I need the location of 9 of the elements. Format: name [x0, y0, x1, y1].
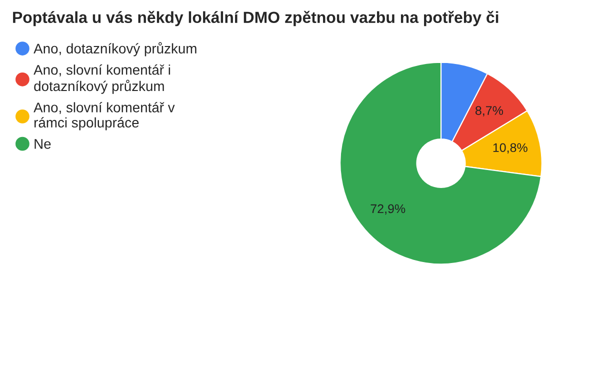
legend-label: Ne [34, 139, 51, 149]
data-label: 10,8% [493, 143, 528, 154]
donut-slice [340, 62, 542, 265]
legend-label: Ano, dotazníkový průzkum [34, 42, 196, 56]
legend-label: Ano, slovní komentář v rámci spolupráce [34, 102, 175, 130]
chart-title: Poptávala u vás někdy lokální DMO zpětnou vazbu na potřeby či [13, 10, 498, 26]
data-label: 8,7% [475, 106, 503, 116]
legend-label: Ano, slovní komentář i dotazníkový průzkum [34, 64, 170, 94]
data-label: 72,9% [370, 204, 406, 215]
